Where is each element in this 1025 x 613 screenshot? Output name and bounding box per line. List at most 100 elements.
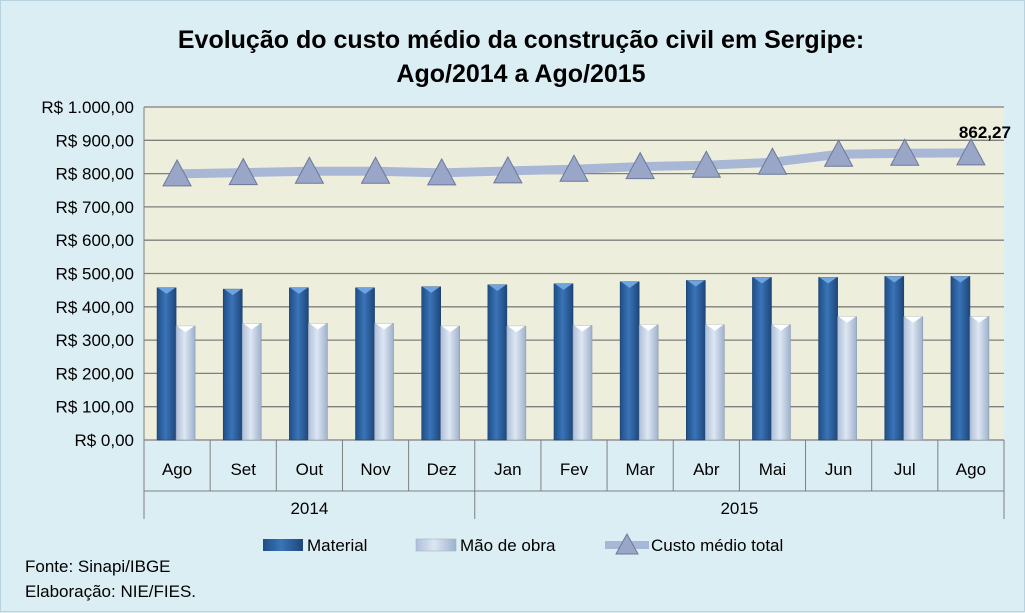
bar-cap: [687, 280, 705, 287]
line-marker: [956, 137, 986, 166]
bar-mao-de-obra: [175, 325, 196, 441]
bar-cap: [224, 289, 242, 296]
bar-mao-de-obra: [572, 325, 593, 441]
credit-note: Elaboração: NIE/FIES.: [25, 582, 197, 601]
bar-cap: [488, 284, 506, 291]
line-marker: [757, 147, 788, 175]
bar-mao-de-obra: [638, 324, 659, 441]
bar-mao-de-obra: [837, 316, 857, 441]
bar-cap: [706, 324, 724, 331]
x-tick-label: Set: [230, 460, 256, 479]
x-tick-label: Ago: [956, 460, 986, 479]
line-marker: [823, 139, 854, 167]
y-tick-label: R$ 400,00: [56, 298, 134, 317]
source-note: Fonte: Sinapi/IBGE: [25, 557, 171, 576]
bar-mao-de-obra: [440, 325, 460, 441]
bar-cap: [753, 277, 771, 284]
bar-material: [222, 288, 243, 441]
bar-material: [355, 287, 375, 441]
y-tick-label: R$ 200,00: [56, 364, 134, 383]
bar-material: [950, 276, 971, 441]
y-tick-label: R$ 700,00: [56, 198, 134, 217]
y-tick-label: R$ 500,00: [56, 265, 134, 284]
bar-material: [818, 277, 838, 441]
line-marker: [228, 157, 259, 186]
bar-cap: [177, 326, 195, 333]
bar-cap: [158, 287, 176, 294]
bar-cap: [838, 316, 856, 323]
y-tick-label: R$ 300,00: [56, 331, 134, 350]
bar-cap: [819, 277, 837, 284]
legend-label-mao-de-obra: Mão de obra: [460, 536, 556, 555]
bar-mao-de-obra: [374, 323, 394, 441]
title-line-1: Evolução do custo médio da construção ci…: [177, 26, 865, 54]
x-tick-label: Jul: [894, 460, 916, 479]
bar-material: [156, 287, 177, 441]
bar-cap: [970, 316, 988, 323]
x-tick-label: Mar: [626, 460, 656, 479]
line-marker: [889, 138, 920, 166]
bar-cap: [507, 326, 525, 333]
y-tick-label: R$ 600,00: [56, 231, 134, 250]
bar-mao-de-obra: [903, 316, 924, 441]
bar-cap: [574, 325, 591, 332]
legend-swatch-mao-de-obra: [415, 538, 457, 552]
legend-label-material: Material: [307, 536, 367, 555]
title-line-2: Ago/2014 a Ago/2015: [396, 60, 646, 88]
x-tick-label: Fev: [560, 460, 589, 479]
line-marker: [493, 155, 523, 184]
bar-cap: [772, 324, 790, 331]
x-tick-label: Abr: [693, 460, 720, 479]
bar-cap: [951, 276, 969, 283]
line-marker: [625, 151, 655, 180]
y-tick-label: R$ 800,00: [56, 165, 134, 184]
x-tick-label: Jan: [494, 460, 521, 479]
bar-cap: [904, 316, 922, 323]
x-group-label: 2015: [720, 499, 758, 518]
bar-cap: [290, 287, 308, 294]
y-tick-label: R$ 100,00: [56, 398, 134, 417]
data-label: 862,27: [959, 123, 1011, 142]
x-tick-label: Mai: [759, 460, 786, 479]
bar-cap: [309, 323, 327, 330]
bar-cap: [356, 287, 374, 294]
bar-cap: [422, 286, 440, 293]
bar-mao-de-obra: [506, 325, 527, 441]
x-tick-label: Nov: [360, 460, 391, 479]
bar-material: [884, 276, 905, 441]
x-tick-label: Jun: [825, 460, 852, 479]
bar-material: [619, 281, 640, 441]
y-tick-label: R$ 0,00: [74, 431, 134, 450]
y-tick-label: R$ 900,00: [56, 131, 134, 150]
bar-material: [421, 286, 441, 441]
x-group-label: 2014: [290, 499, 328, 518]
bar-mao-de-obra: [969, 316, 990, 441]
bar-mao-de-obra: [241, 323, 262, 441]
bar-cap: [885, 276, 903, 283]
line-marker: [691, 150, 722, 178]
bar-mao-de-obra: [771, 324, 791, 441]
x-tick-label: Ago: [162, 460, 192, 479]
legend-swatch-material: [263, 539, 303, 551]
bar-material: [686, 280, 706, 441]
chart-title: Evolução do custo médio da construção ci…: [1, 23, 1025, 91]
bar-cap: [441, 326, 459, 333]
legend-label-custo-medio-total: Custo médio total: [651, 536, 783, 555]
line-marker: [294, 156, 325, 184]
bar-cap: [375, 323, 393, 330]
x-tick-label: Dez: [427, 460, 457, 479]
line-marker: [559, 154, 589, 182]
bar-material: [289, 287, 309, 441]
y-tick-label: R$ 1.000,00: [41, 98, 134, 117]
bar-cap: [621, 281, 639, 288]
bar-material: [752, 277, 772, 441]
line-marker: [360, 156, 391, 184]
line-marker: [426, 157, 457, 186]
bar-material: [487, 284, 508, 441]
bar-material: [553, 283, 574, 441]
bar-cap: [555, 283, 572, 290]
x-tick-label: Out: [296, 460, 324, 479]
bar-cap: [640, 324, 658, 331]
bar-cap: [243, 323, 261, 330]
